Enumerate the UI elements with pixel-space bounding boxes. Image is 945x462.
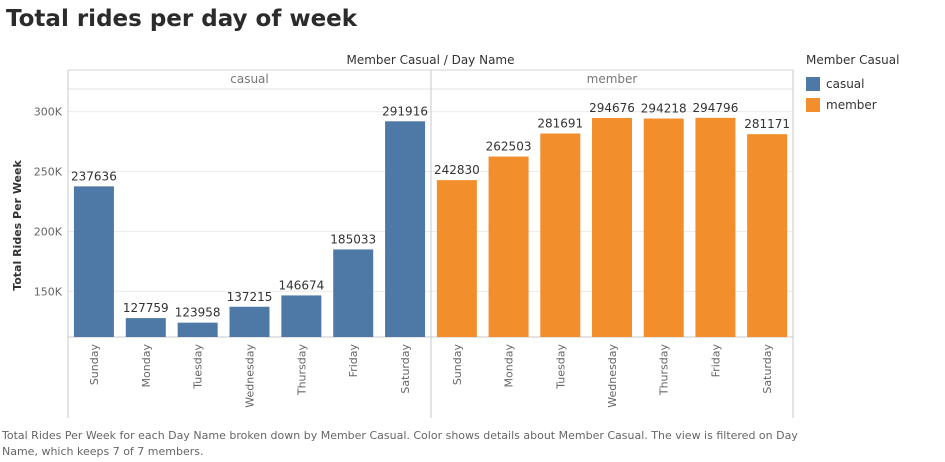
data-label-member-sunday: 242830 [434,163,480,177]
legend-item-member[interactable]: member [806,94,941,115]
x-tick-label-casual-sunday: Sunday [88,344,101,386]
facet-header: Member Casual / Day Name [346,53,514,67]
x-tick-label-member-tuesday: Tuesday [554,344,567,390]
bar-member-sunday [436,180,477,337]
data-label-member-friday: 294796 [693,101,739,115]
y-tick-label-150k: 150K [34,285,63,298]
bar-casual-sunday [73,186,114,337]
data-label-member-wednesday: 294676 [589,101,635,115]
y-tick-label-200k: 200K [34,225,63,238]
y-tick-label-300k: 300K [34,106,63,119]
chart-caption: Total Rides Per Week for each Day Name b… [2,429,798,458]
bar-member-monday [488,156,529,337]
x-tick-label-casual-saturday: Saturday [399,344,412,394]
bar-casual-wednesday [229,306,270,337]
bar-member-tuesday [540,133,581,337]
x-tick-label-casual-friday: Friday [347,344,360,378]
legend-item-casual[interactable]: casual [806,73,941,94]
legend-label-casual: casual [826,76,865,91]
data-label-casual-monday: 127759 [123,301,169,315]
data-label-casual-thursday: 146674 [278,278,324,292]
bar-casual-thursday [281,295,322,337]
bar-casual-saturday [385,121,426,337]
panel-header-casual: casual [230,72,269,86]
bar-casual-friday [333,249,374,337]
data-label-casual-friday: 185033 [330,232,376,246]
data-label-member-thursday: 294218 [641,102,687,116]
data-label-casual-wednesday: 137215 [227,290,273,304]
x-tick-label-member-friday: Friday [709,344,722,378]
x-tick-label-member-sunday: Sunday [451,344,464,386]
x-tick-label-casual-monday: Monday [140,344,153,388]
x-tick-label-casual-tuesday: Tuesday [192,344,205,390]
chart-title: Total rides per day of week [6,6,358,32]
y-axis-label: Total Rides Per Week [11,160,24,291]
x-tick-label-casual-wednesday: Wednesday [244,344,257,408]
bar-member-friday [695,117,736,338]
data-label-casual-tuesday: 123958 [175,306,221,320]
legend-title: Member Casual [806,53,900,67]
bar-member-wednesday [592,117,632,337]
legend: Member Casual casual member [806,53,941,115]
bar-casual-monday [125,318,166,337]
legend-label-member: member [826,97,877,112]
x-tick-label-member-thursday: Thursday [658,344,671,397]
bar-member-saturday [747,134,788,337]
data-label-member-tuesday: 281691 [537,117,583,131]
bar-member-thursday [643,118,684,337]
data-label-member-monday: 262503 [486,140,532,154]
data-label-member-saturday: 281171 [744,117,790,131]
legend-swatch-casual [806,76,820,91]
legend-swatch-member [806,97,820,112]
y-tick-label-250k: 250K [34,166,63,179]
data-label-casual-sunday: 237636 [71,169,117,183]
bar-casual-tuesday [177,322,218,337]
x-tick-label-member-monday: Monday [503,344,516,388]
x-tick-label-casual-thursday: Thursday [295,344,308,397]
x-tick-label-member-wednesday: Wednesday [606,344,619,408]
panel-header-member: member [587,72,638,86]
x-tick-label-member-saturday: Saturday [761,344,774,394]
data-label-casual-saturday: 291916 [382,104,428,118]
